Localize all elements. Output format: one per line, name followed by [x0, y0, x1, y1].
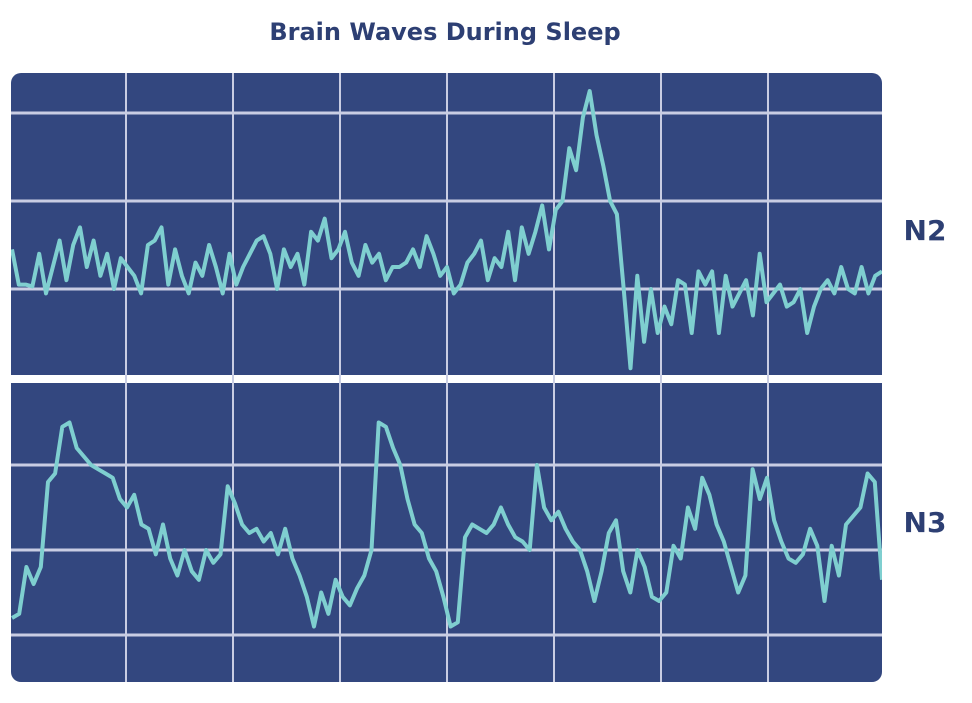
wave-line: [11, 89, 882, 371]
panel: [11, 420, 882, 637]
series-label: N2: [904, 214, 947, 247]
vertical-grid: [125, 73, 769, 682]
wave-line: [11, 420, 882, 629]
chart-title: Brain Waves During Sleep: [269, 18, 620, 46]
series-label: N3: [904, 506, 947, 539]
panel: [11, 89, 882, 371]
